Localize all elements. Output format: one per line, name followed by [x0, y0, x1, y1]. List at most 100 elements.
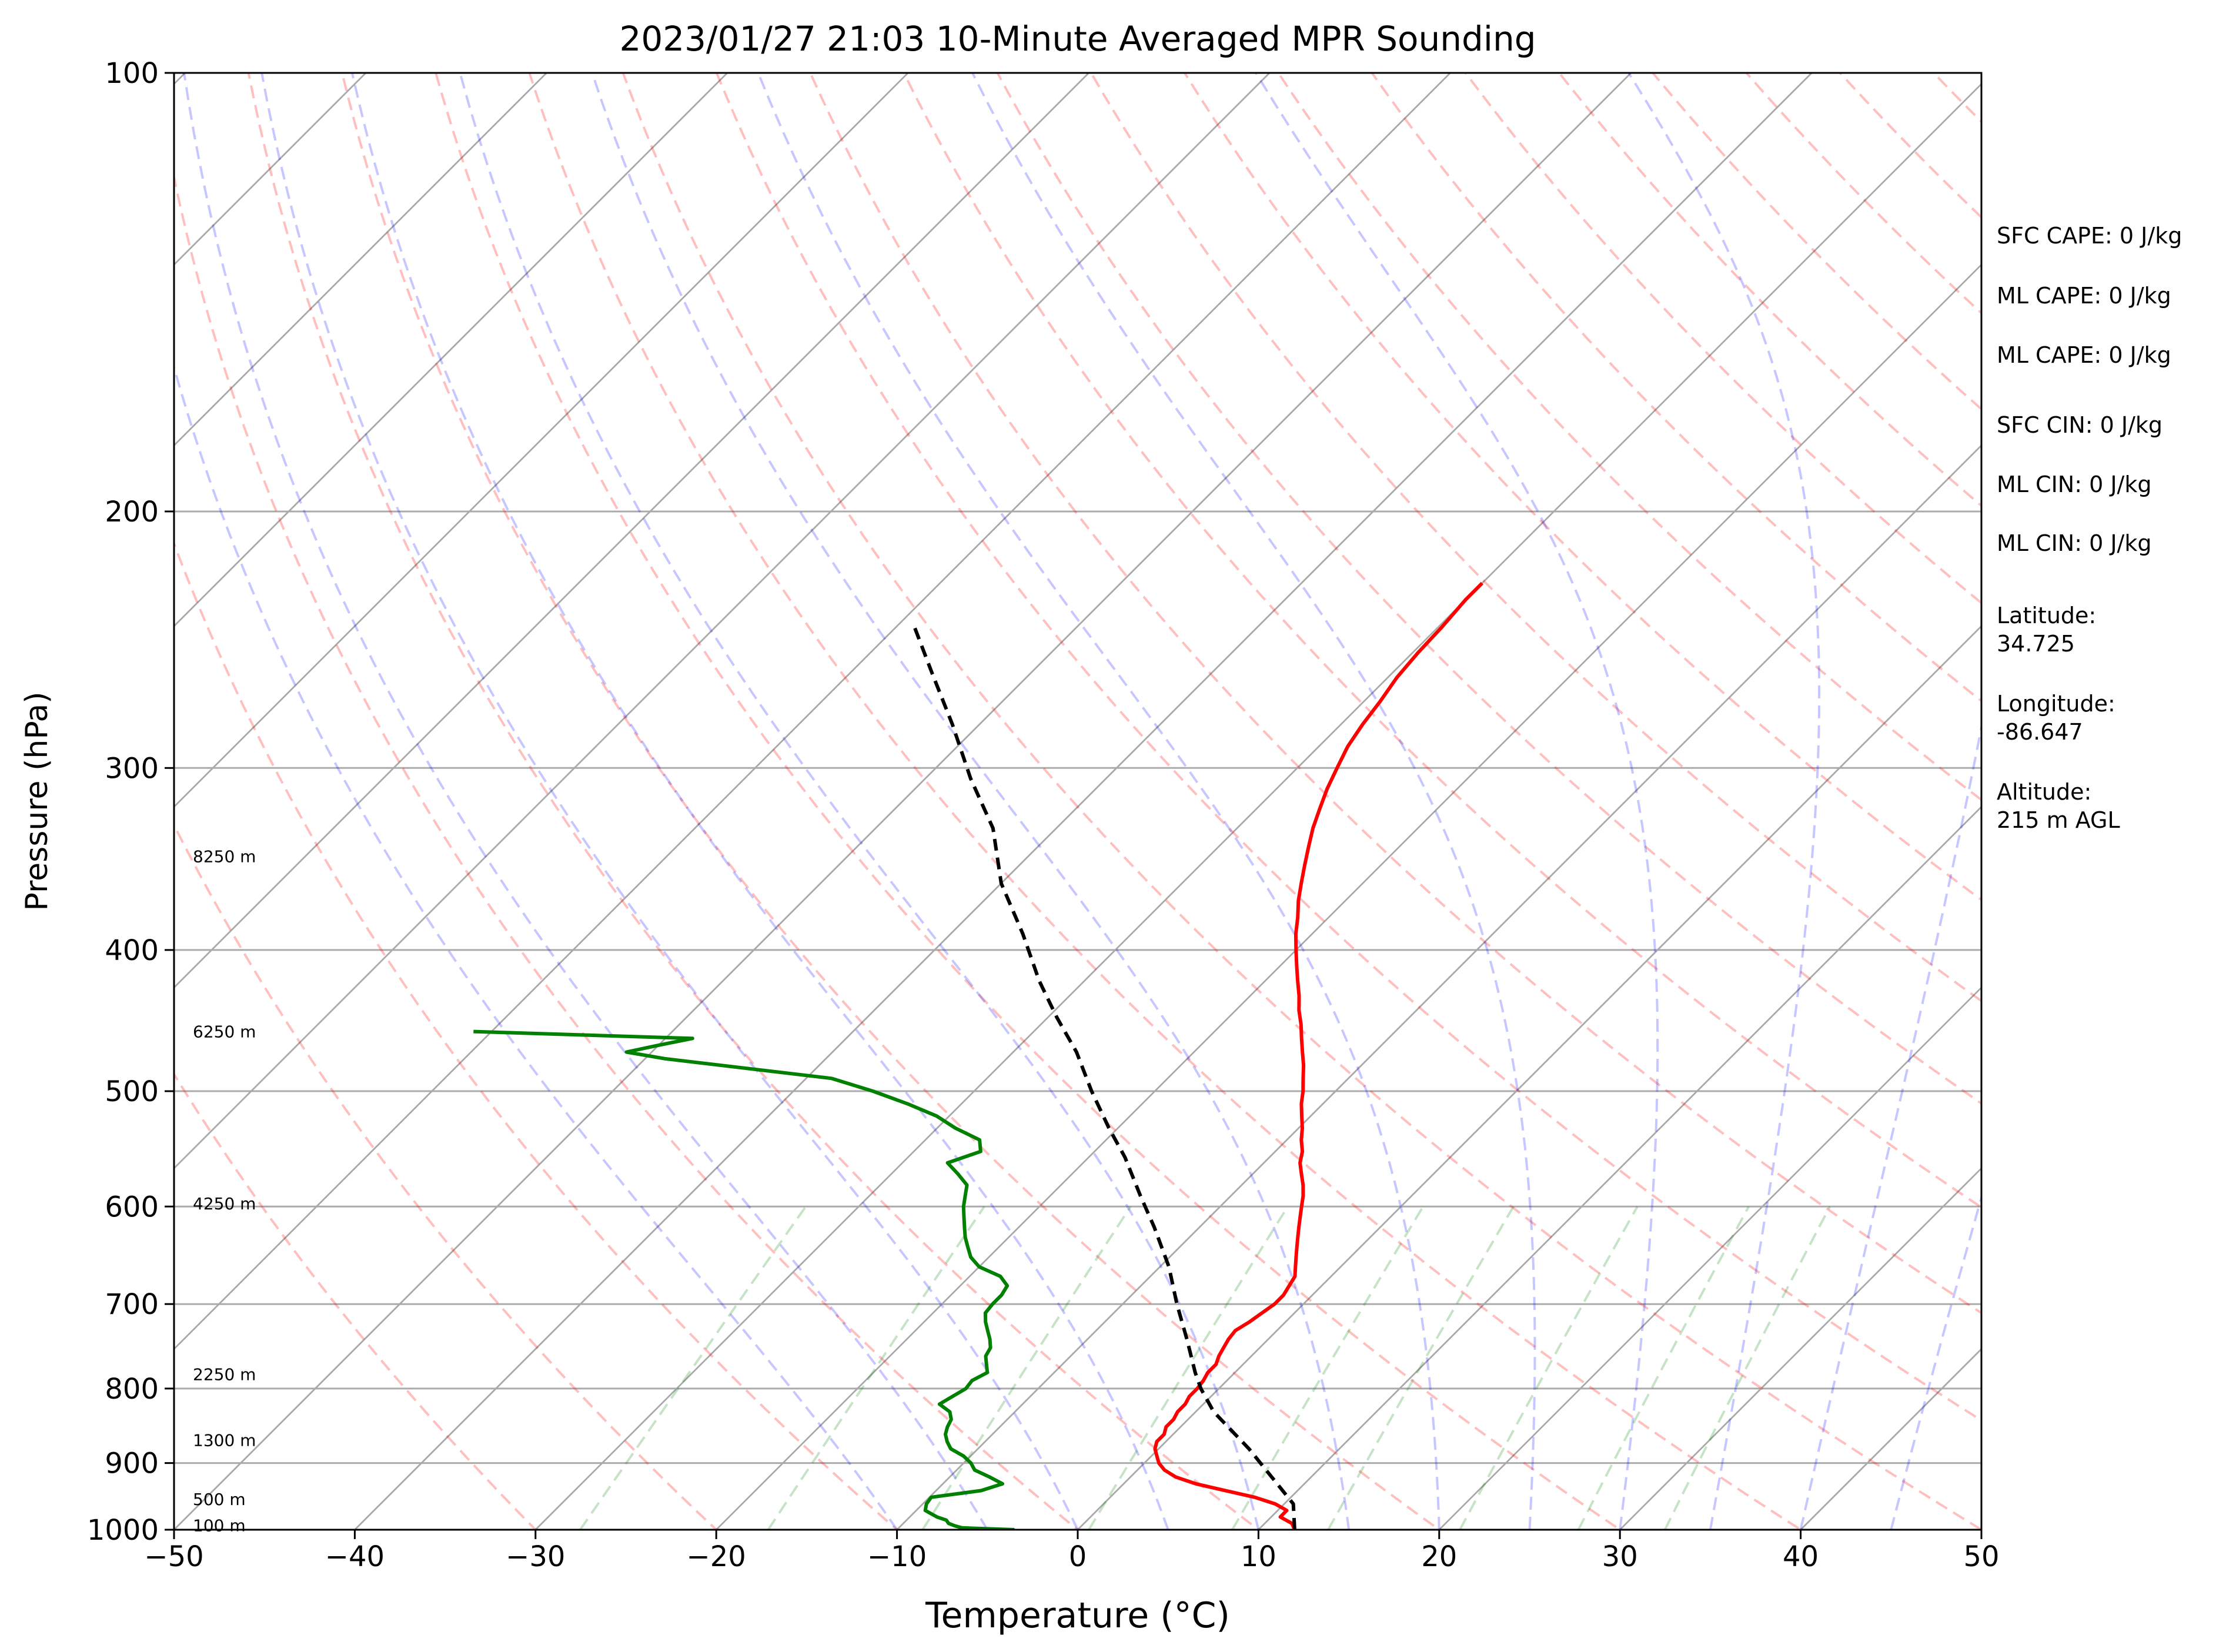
- isotherm-line: [895, 444, 1981, 1530]
- isotherm-line: [715, 263, 1981, 1530]
- mixing-ratio-line: [1459, 1206, 1639, 1530]
- dry-adiabat: [247, 73, 1261, 1530]
- y-axis-label: Pressure (hPa): [19, 692, 55, 911]
- y-tick-label: 200: [105, 496, 159, 529]
- stats-panel: SFC CAPE: 0 J/kg ML CAPE: 0 J/kg ML CAPE…: [1997, 223, 2182, 833]
- x-tick-label: 50: [1963, 1540, 1999, 1573]
- moist-adiabat: [757, 73, 1440, 1530]
- moist-adiabat: [350, 73, 1169, 1530]
- mixing-ratio-line: [1577, 1206, 1750, 1530]
- isotherm-line: [353, 73, 1813, 1530]
- x-axis-label: Temperature (°C): [925, 1595, 1230, 1636]
- moist-adiabat: [174, 363, 898, 1530]
- isotherm-line: [1257, 805, 1981, 1530]
- x-tick-label: 0: [1069, 1540, 1087, 1573]
- height-label: 500 m: [193, 1490, 246, 1509]
- mixing-ratio-line: [1088, 1206, 1289, 1530]
- height-label: 6250 m: [193, 1022, 256, 1042]
- x-tick-label: 40: [1783, 1540, 1819, 1573]
- dry-adiabat: [174, 172, 1080, 1530]
- dry-adiabat: [621, 73, 1981, 1530]
- y-tick-label: 100: [105, 57, 159, 90]
- ml-cape-stat: ML CAPE: 0 J/kg: [1997, 283, 2171, 309]
- moist-adiabat: [1890, 1193, 1981, 1530]
- moist-adiabat: [591, 73, 1351, 1530]
- y-tick-label: 500: [105, 1075, 159, 1108]
- moist-adiabat: [459, 73, 1260, 1530]
- x-tick-label: −10: [867, 1540, 927, 1573]
- mixing-ratio-line: [767, 1206, 985, 1530]
- isotherm-line: [1438, 986, 1981, 1530]
- dry-adiabat: [340, 73, 1442, 1530]
- dry-adiabat: [1276, 73, 1981, 802]
- ml-cin-stat-2: ML CIN: 0 J/kg: [1997, 530, 2151, 556]
- y-tick-label: 800: [105, 1373, 159, 1406]
- isotherm-line: [174, 73, 1632, 1530]
- dry-adiabat: [1183, 73, 1981, 901]
- x-tick-label: −30: [506, 1540, 565, 1573]
- altitude-label: Altitude:: [1997, 779, 2091, 805]
- height-label: 100 m: [193, 1516, 246, 1535]
- isotherm-line: [534, 82, 1981, 1530]
- isotherm-line: [174, 73, 728, 627]
- dry-adiabat: [1464, 73, 1981, 605]
- y-tick-label: 400: [105, 934, 159, 967]
- mixing-ratio-line: [579, 1206, 807, 1530]
- mixing-ratio-line: [1231, 1206, 1425, 1530]
- sfc-cape-stat: SFC CAPE: 0 J/kg: [1997, 223, 2182, 249]
- dry-adiabat: [903, 73, 1981, 1209]
- moist-adiabat: [1799, 721, 1981, 1530]
- dry-adiabat: [174, 540, 899, 1530]
- isotherm-line: [174, 73, 548, 447]
- height-label: 8250 m: [193, 847, 256, 867]
- y-tick-label: 600: [105, 1190, 159, 1223]
- y-tick-label: 300: [105, 752, 159, 785]
- dry-adiabat: [808, 73, 1981, 1315]
- x-tick-label: −50: [144, 1540, 203, 1573]
- y-tick-label: 1000: [87, 1514, 159, 1547]
- dewpoint-profile: [473, 1029, 1015, 1530]
- dry-adiabat: [1089, 73, 1981, 1003]
- dry-adiabat: [528, 73, 1803, 1530]
- longitude-value: -86.647: [1997, 719, 2083, 745]
- isotherm-line: [174, 73, 910, 808]
- x-tick-label: 20: [1421, 1540, 1457, 1573]
- latitude-value: 34.725: [1997, 631, 2075, 657]
- moist-adiabat: [183, 73, 989, 1530]
- height-label: 4250 m: [193, 1194, 256, 1213]
- chart-title: 2023/01/27 21:03 10-Minute Averaged MPR …: [619, 19, 1536, 59]
- parcel-profile: [913, 626, 1296, 1530]
- x-tick-label: 10: [1241, 1540, 1276, 1573]
- sfc-cin-stat: SFC CIN: 0 J/kg: [1997, 412, 2163, 438]
- dry-adiabat: [715, 73, 1981, 1422]
- x-tick-label: 30: [1602, 1540, 1638, 1573]
- x-tick-label: −40: [325, 1540, 385, 1573]
- y-tick-label: 700: [105, 1288, 159, 1321]
- isotherm-line: [174, 73, 1090, 989]
- isotherm-line: [1077, 625, 1981, 1530]
- moist-adiabat: [260, 73, 1079, 1530]
- longitude-label: Longitude:: [1997, 691, 2115, 717]
- mixing-ratio-line: [1663, 1206, 1831, 1530]
- isotherm-line: [1619, 1167, 1981, 1530]
- dry-adiabat: [1744, 73, 1981, 315]
- height-label: 1300 m: [193, 1431, 256, 1450]
- altitude-value: 215 m AGL: [1997, 807, 2120, 833]
- y-tick-label: 900: [105, 1447, 159, 1480]
- height-label: 2250 m: [193, 1365, 256, 1384]
- moist-adiabat: [971, 73, 1536, 1530]
- mixing-ratio-line: [1327, 1206, 1515, 1530]
- moist-adiabat: [1255, 73, 1659, 1530]
- dry-adiabat: [1557, 73, 1981, 507]
- isotherm-line: [174, 73, 1271, 1170]
- moist-adiabat: [1627, 73, 1821, 1530]
- ml-cape-stat-2: ML CAPE: 0 J/kg: [1997, 342, 2171, 368]
- temperature-profile: [1153, 581, 1484, 1530]
- ml-cin-stat: ML CIN: 0 J/kg: [1997, 471, 2151, 497]
- latitude-label: Latitude:: [1997, 603, 2096, 628]
- dry-adiabat: [434, 73, 1622, 1530]
- mixing-ratio-line: [921, 1206, 1132, 1530]
- x-tick-label: −20: [687, 1540, 746, 1573]
- isotherm-line: [174, 73, 1452, 1350]
